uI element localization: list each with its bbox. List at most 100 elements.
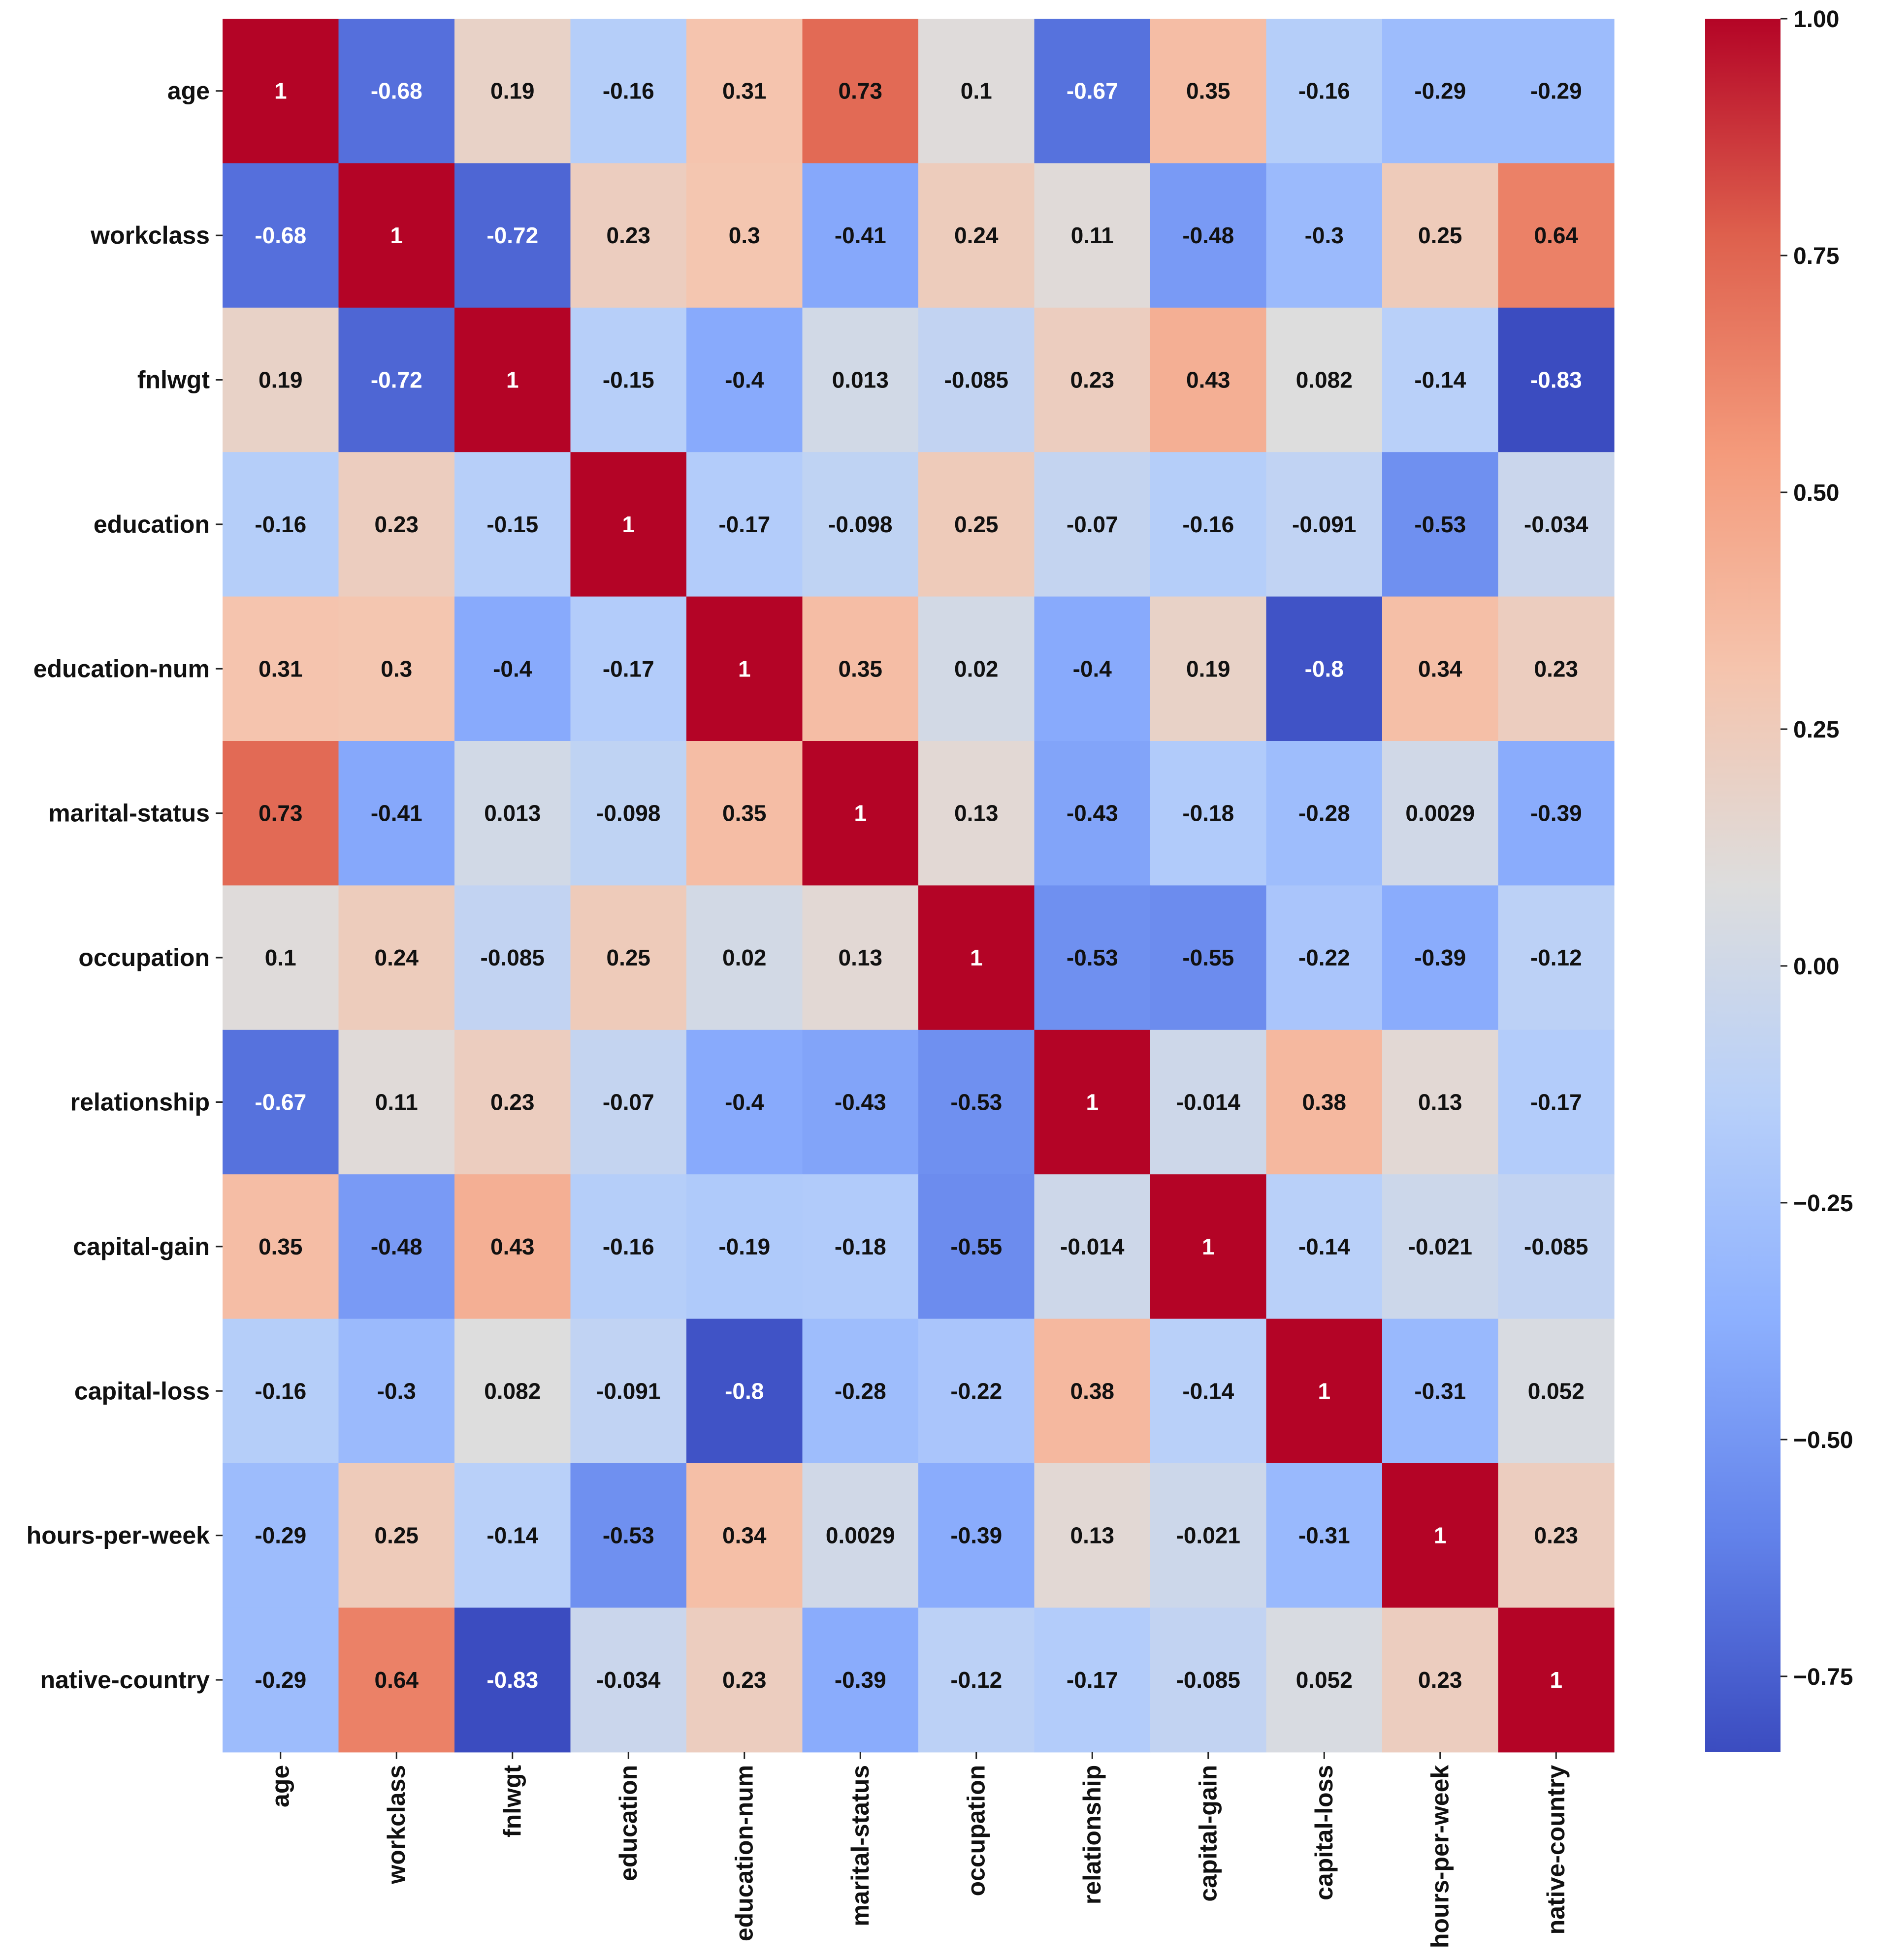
heatmap-cell-value: -0.07 <box>1067 512 1118 537</box>
x-tick-label: workclass <box>383 1765 410 1885</box>
heatmap-cell-value: 0.23 <box>1534 1523 1578 1548</box>
heatmap-cell-value: 0.25 <box>1418 223 1462 248</box>
heatmap-cell-value: 0.35 <box>722 801 767 826</box>
heatmap-cell-value: 0.23 <box>374 512 419 537</box>
heatmap-cell-value: -0.53 <box>950 1090 1002 1115</box>
heatmap-cell <box>570 452 687 597</box>
heatmap-cell-value: 0.1 <box>961 78 992 104</box>
heatmap-cell-value: 1 <box>854 801 867 826</box>
y-tick-label: capital-gain <box>73 1233 210 1260</box>
heatmap-cell <box>570 1463 687 1608</box>
heatmap-cell <box>338 741 455 886</box>
x-tick-label: fnlwgt <box>499 1765 526 1837</box>
heatmap-cell-value: -0.4 <box>493 656 532 681</box>
heatmap-cell-value: 1 <box>1202 1234 1215 1259</box>
y-tick-label: relationship <box>70 1089 210 1116</box>
heatmap-cell-value: -0.55 <box>1182 945 1234 970</box>
y-tick-label: age <box>167 77 210 105</box>
heatmap-cell-value: 0.35 <box>1186 78 1230 104</box>
heatmap-cell-value: 1 <box>1086 1090 1099 1115</box>
heatmap-cell-value: 0.013 <box>832 367 889 393</box>
heatmap-cell <box>686 307 803 452</box>
heatmap-cell-value: 1 <box>622 512 635 537</box>
heatmap-cell <box>918 1607 1035 1753</box>
heatmap-cell <box>802 163 919 308</box>
heatmap-cell-value: -0.14 <box>486 1523 538 1548</box>
heatmap-cell <box>918 452 1035 597</box>
x-tick-label: education <box>615 1765 642 1881</box>
heatmap-cell-value: -0.53 <box>603 1523 654 1548</box>
heatmap-cell <box>686 596 803 741</box>
heatmap-cell-value: 0.23 <box>606 223 650 248</box>
heatmap-cell <box>1498 163 1615 308</box>
heatmap-cell-value: -0.55 <box>950 1234 1002 1259</box>
heatmap-cell <box>454 1318 571 1464</box>
heatmap-cell <box>454 1029 571 1175</box>
heatmap-cell <box>802 1463 919 1608</box>
heatmap-cell-value: -0.16 <box>1298 78 1350 104</box>
heatmap-cell <box>1150 741 1267 886</box>
heatmap-cell <box>1150 885 1267 1030</box>
heatmap-cell-value: -0.085 <box>1176 1667 1240 1693</box>
heatmap-cell <box>1498 596 1615 741</box>
heatmap-cell <box>570 19 687 163</box>
heatmap-cell-value: -0.31 <box>1414 1378 1466 1404</box>
colorbar-tick-label: −0.50 <box>1793 1427 1853 1453</box>
heatmap-cell-value: -0.53 <box>1414 512 1466 537</box>
heatmap-cell-value: -0.29 <box>1414 78 1466 104</box>
heatmap-cell <box>1382 885 1499 1030</box>
heatmap-cell <box>1034 1607 1151 1753</box>
heatmap-cell-value: -0.034 <box>1524 512 1588 537</box>
heatmap-cell-value: 0.13 <box>954 801 999 826</box>
heatmap-cell-value: 1 <box>738 656 751 681</box>
heatmap-cell-value: -0.3 <box>1305 223 1344 248</box>
heatmap-cell <box>338 596 455 741</box>
heatmap-cell <box>1266 741 1383 886</box>
heatmap-cell-value: -0.17 <box>1530 1090 1582 1115</box>
heatmap-cell <box>1498 1318 1615 1464</box>
heatmap-cell-value: -0.41 <box>835 223 886 248</box>
heatmap-cell-value: -0.41 <box>371 801 422 826</box>
colorbar-gradient <box>1705 19 1781 1752</box>
heatmap-cell <box>1150 163 1267 308</box>
heatmap-cell-value: 0.38 <box>1302 1090 1346 1115</box>
heatmap-cell-value: 0.24 <box>374 945 419 970</box>
heatmap-cell-value: -0.28 <box>835 1378 886 1404</box>
heatmap-cell <box>338 452 455 597</box>
heatmap-cell-value: -0.14 <box>1182 1378 1234 1404</box>
heatmap-cell-value: -0.098 <box>828 512 892 537</box>
heatmap-cell <box>454 19 571 163</box>
heatmap-cell-value: -0.16 <box>603 78 654 104</box>
heatmap-cell-value: 1 <box>970 945 983 970</box>
heatmap-cell <box>570 163 687 308</box>
heatmap-cell-value: 0.052 <box>1528 1378 1585 1404</box>
heatmap-cell <box>1150 1463 1267 1608</box>
x-tick-label: native-country <box>1542 1765 1570 1935</box>
heatmap-cell-value: -0.15 <box>603 367 654 393</box>
heatmap-cell-value: -0.14 <box>1414 367 1466 393</box>
heatmap-cell-value: 1 <box>506 367 519 393</box>
heatmap-cell <box>1034 741 1151 886</box>
heatmap-cell-value: 0.13 <box>838 945 882 970</box>
heatmap-cell <box>1498 885 1615 1030</box>
heatmap-cell-value: 0.082 <box>484 1378 541 1404</box>
heatmap-cell-value: -0.4 <box>725 367 764 393</box>
x-tick-label: marital-status <box>846 1765 874 1927</box>
heatmap-cell <box>1150 307 1267 452</box>
heatmap-cell-value: -0.021 <box>1176 1523 1240 1548</box>
x-axis-tick-labels: age workclass fnlwgt education education-num… <box>267 1752 1570 1948</box>
heatmap-cell-value: 0.73 <box>259 801 303 826</box>
heatmap-cell <box>1034 452 1151 597</box>
heatmap-cell <box>1498 741 1615 886</box>
heatmap-cell-value: -0.014 <box>1060 1234 1125 1259</box>
heatmap-cell-value: 0.25 <box>606 945 650 970</box>
heatmap-cell <box>918 596 1035 741</box>
heatmap-cell-value: 0.38 <box>1070 1378 1114 1404</box>
heatmap-cell-value: 0.24 <box>954 223 999 248</box>
x-tick-label: capital-loss <box>1310 1765 1338 1900</box>
heatmap-cell <box>338 1029 455 1175</box>
heatmap-cell-value: 0.02 <box>954 656 999 681</box>
y-tick-label: workclass <box>90 222 210 249</box>
heatmap-cell-value: -0.48 <box>1182 223 1234 248</box>
heatmap-cell <box>1498 307 1615 452</box>
